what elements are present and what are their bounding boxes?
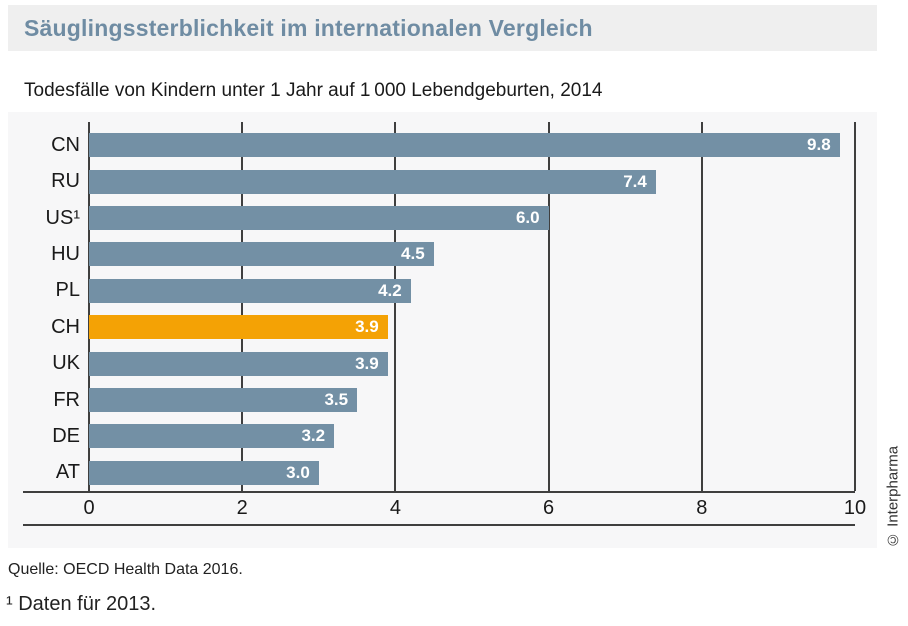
plot-area: 9.8 7.4 6.0 4.5 4.2 3.9 3.9 3.5 3.2 3.0 bbox=[88, 122, 856, 491]
bar-row: 4.5 bbox=[89, 236, 855, 272]
bar-row: 6.0 bbox=[89, 200, 855, 236]
bar-ch: 3.9 bbox=[89, 315, 388, 340]
bar-row: 3.5 bbox=[89, 382, 855, 418]
gridline bbox=[394, 122, 397, 491]
bar-value-label: 3.9 bbox=[355, 353, 379, 373]
chart-panel: CN RU US¹ HU PL CH UK FR DE AT 9.8 7.4 6.0 4.5 4.2 3.9… bbox=[8, 112, 877, 548]
title-bar: Säuglingssterblichkeit im internationale… bbox=[8, 5, 877, 51]
bar-hu: 4.5 bbox=[89, 242, 434, 267]
bar-value-label: 3.2 bbox=[301, 426, 326, 446]
page-title: Säuglingssterblichkeit im internationale… bbox=[24, 14, 593, 41]
category-label: AT bbox=[55, 461, 80, 484]
category-label: UK bbox=[52, 352, 80, 375]
bar-row: 9.8 bbox=[89, 127, 855, 163]
category-label: US¹ bbox=[45, 206, 80, 229]
bar-row: 7.4 bbox=[89, 163, 855, 199]
x-tick-labels: 0 2 4 6 8 10 bbox=[83, 497, 866, 521]
chart-subtitle: Todesfälle von Kindern unter 1 Jahr auf … bbox=[24, 80, 603, 101]
bar-value-label: 4.2 bbox=[378, 280, 402, 300]
source-note: Quelle: OECD Health Data 2016. bbox=[8, 561, 243, 578]
category-label: FR bbox=[53, 388, 80, 411]
gridlines bbox=[88, 122, 856, 491]
category-labels: CN RU US¹ HU PL CH UK FR DE AT bbox=[8, 122, 80, 491]
copyright-credit: © Interpharma bbox=[884, 445, 902, 548]
bar-value-label: 3.5 bbox=[324, 390, 349, 410]
gridline bbox=[700, 122, 703, 491]
bar-value-label: 6.0 bbox=[515, 208, 540, 228]
bar-us: 6.0 bbox=[89, 206, 549, 231]
bar-row: 3.0 bbox=[89, 455, 855, 491]
category-label: HU bbox=[51, 242, 80, 265]
bar-row: 3.9 bbox=[89, 345, 855, 381]
bar-de: 3.2 bbox=[89, 424, 335, 449]
gridline bbox=[241, 122, 244, 491]
bar-ru: 7.4 bbox=[89, 169, 656, 194]
bar-row: 4.2 bbox=[89, 273, 855, 309]
x-axis-underline bbox=[23, 524, 855, 526]
bar-row: 3.9 bbox=[89, 309, 855, 345]
bar-value-label: 3.9 bbox=[355, 317, 379, 337]
x-tick-label: 2 bbox=[236, 497, 248, 519]
bar-row: 3.2 bbox=[89, 418, 855, 454]
bar-pl: 4.2 bbox=[89, 278, 411, 303]
x-tick-label: 4 bbox=[389, 497, 401, 519]
bar-value-label: 7.4 bbox=[623, 171, 647, 191]
bar-value-label: 9.8 bbox=[807, 135, 831, 155]
bar-cn: 9.8 bbox=[89, 133, 840, 158]
bar-fr: 3.5 bbox=[89, 388, 358, 413]
x-tick-label: 10 bbox=[843, 497, 867, 519]
bar-value-label: 4.5 bbox=[401, 244, 425, 264]
bar-at: 3.0 bbox=[89, 460, 319, 485]
gridline bbox=[547, 122, 550, 491]
footnote: ¹ Daten für 2013. bbox=[6, 593, 157, 615]
bar-rows: 9.8 7.4 6.0 4.5 4.2 3.9 3.9 3.5 3.2 3.0 bbox=[89, 122, 855, 491]
x-tick-label: 0 bbox=[83, 497, 95, 519]
x-tick-label: 8 bbox=[696, 497, 708, 519]
gridline bbox=[88, 122, 90, 491]
category-label: RU bbox=[51, 170, 80, 193]
category-label: CN bbox=[51, 133, 80, 156]
bar-value-label: 3.0 bbox=[286, 462, 310, 482]
bar-uk: 3.9 bbox=[89, 351, 388, 376]
x-axis-baseline bbox=[23, 491, 855, 493]
x-tick-label: 6 bbox=[543, 497, 555, 519]
category-label: DE bbox=[52, 424, 80, 447]
category-label: CH bbox=[51, 315, 80, 338]
gridline bbox=[854, 122, 856, 491]
category-label: PL bbox=[55, 279, 80, 302]
